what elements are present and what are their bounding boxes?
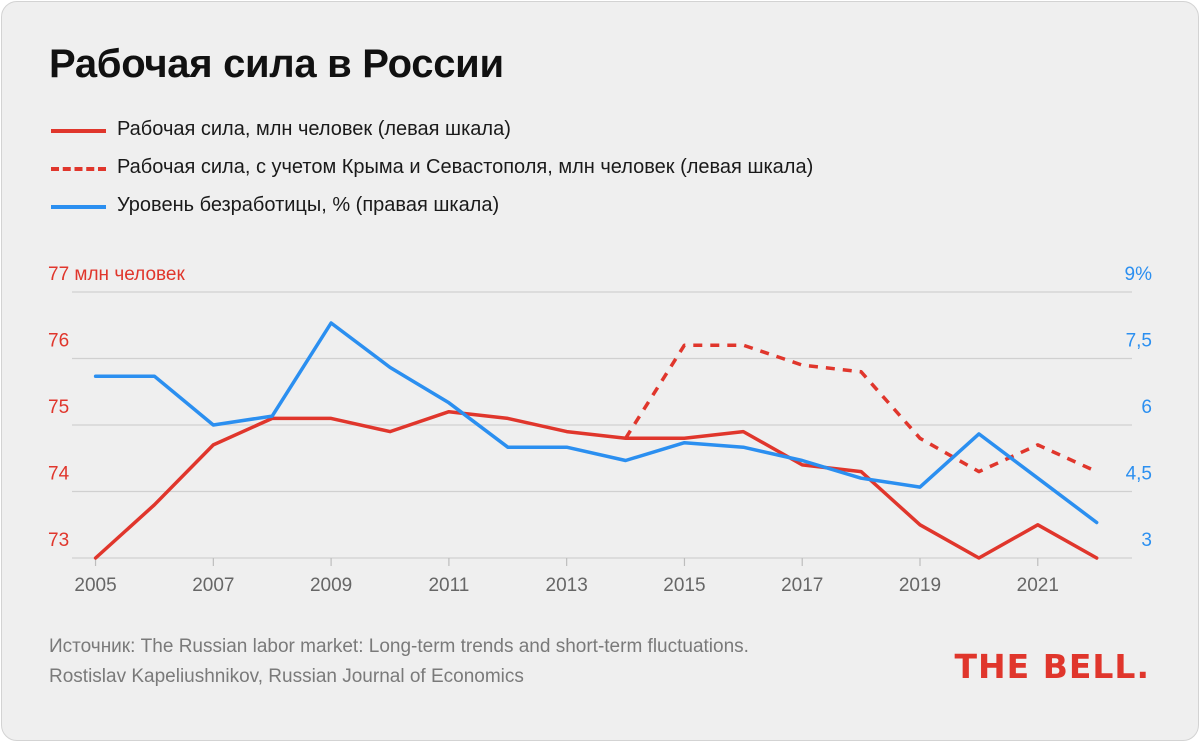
x-tick-label: 2019 <box>899 575 941 596</box>
legend-label-labor: Рабочая сила, млн человек (левая шкала) <box>117 118 511 140</box>
legend-label-unemployment: Уровень безработицы, % (правая шкала) <box>117 194 500 216</box>
y-right-tick-label: 7,5 <box>1126 331 1152 352</box>
x-tick-label: 2013 <box>546 575 588 596</box>
labor-force-line <box>93 409 1099 560</box>
brand-logo: THE BELL. <box>954 647 1150 686</box>
x-tick-label: 2021 <box>1017 575 1059 596</box>
x-tick-label: 2011 <box>428 575 469 596</box>
y-right-tick-label: 6 <box>1141 397 1152 418</box>
legend-swatch-labor <box>51 129 106 133</box>
unemployment-line <box>93 321 1099 525</box>
x-tick-label: 2015 <box>663 575 705 596</box>
y-left-tick-label: 73 <box>48 530 69 551</box>
x-tick-label: 2005 <box>74 575 116 596</box>
source-note: Источник: The Russian labor market: Long… <box>49 636 749 687</box>
y-left-tick-label: 75 <box>48 397 69 418</box>
y-right-tick-label: 3 <box>1141 530 1152 551</box>
legend-swatch-labor-crimea <box>51 167 106 171</box>
y-right-tick-label: 4,5 <box>1126 464 1152 485</box>
labor-force-crimea-line <box>624 343 1098 474</box>
chart-title: Рабочая сила в России <box>49 42 504 86</box>
legend-swatch-unemployment <box>51 205 106 209</box>
legend-label-labor-crimea: Рабочая сила, с учетом Крыма и Севастопо… <box>117 156 814 178</box>
x-tick-label: 2017 <box>781 575 823 596</box>
y-right-tick-label: 9% <box>1125 264 1153 285</box>
x-tick-label: 2007 <box>192 575 234 596</box>
y-left-tick-label: 74 <box>48 464 70 485</box>
y-left-axis-label: 77 млн человек <box>48 264 185 285</box>
y-left-tick-label: 76 <box>48 331 69 352</box>
x-tick-label: 2009 <box>310 575 352 596</box>
